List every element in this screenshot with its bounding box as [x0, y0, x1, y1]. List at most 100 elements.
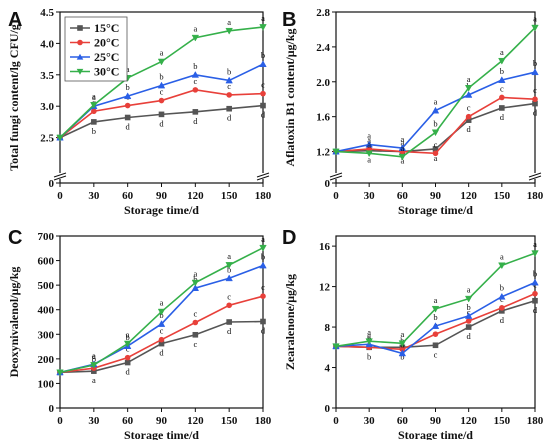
significance-label: c [434, 139, 438, 149]
data-point [465, 113, 472, 120]
significance-label: b [400, 335, 404, 345]
data-point [431, 129, 440, 137]
significance-label: a [367, 135, 371, 145]
axis-break-mark [329, 172, 343, 178]
x-tick-label: 30 [88, 190, 100, 202]
data-point [124, 102, 131, 109]
legend-label: 25°C [94, 50, 119, 64]
significance-label: b [126, 82, 130, 92]
significance-label: a [92, 351, 96, 361]
x-tick-label: 120 [187, 415, 204, 427]
axis-break-mark [53, 175, 67, 181]
data-point [192, 331, 199, 338]
significance-label: c [434, 349, 438, 359]
y-tick-label: 200 [38, 354, 55, 366]
significance-label: b [193, 274, 197, 284]
data-point [532, 297, 538, 304]
significance-label: d [533, 305, 538, 315]
data-point [90, 102, 98, 109]
axis-break-mark [528, 172, 542, 178]
significance-label: a [400, 156, 404, 166]
data-point [226, 105, 232, 112]
significance-label: c [193, 76, 197, 86]
data-point [260, 318, 266, 325]
data-point [260, 102, 266, 109]
data-point [464, 91, 473, 98]
y-axis-title: Deoxynivalenol/μg/kg [7, 267, 21, 378]
significance-label: d [467, 124, 472, 134]
x-axis-title: Storage time/d [124, 428, 199, 440]
data-point [399, 346, 406, 353]
axis-break-gap [257, 173, 269, 179]
chart-panel-a: A 0 2.5 3.0 3.5 4.0 4.5 0 30 60 90 120 150 180 Storage… [7, 7, 272, 217]
panel-letter: C [8, 227, 22, 249]
x-tick-label: 60 [397, 190, 409, 202]
axis-break-mark [53, 172, 67, 178]
data-point [499, 94, 505, 101]
series-30C-c: a a a a a a [56, 234, 267, 377]
data-point [464, 312, 473, 319]
data-point [191, 279, 200, 287]
x-tick-label: 0 [333, 415, 339, 427]
x-tick-label: 30 [364, 415, 376, 427]
significance-label: a [500, 251, 504, 261]
y-tick-label: 4.5 [40, 7, 54, 19]
legend-marker [76, 53, 84, 60]
significance-label: a [92, 92, 96, 102]
data-point [157, 308, 166, 316]
legend-marker [77, 39, 83, 46]
axis-break-gap [54, 173, 66, 179]
significance-label: c [193, 308, 197, 318]
significance-label: c [160, 326, 164, 336]
x-tick-label: 150 [494, 415, 511, 427]
data-point [398, 144, 407, 151]
data-point [432, 342, 439, 349]
significance-label: d [500, 112, 505, 122]
y-tick-label: 2.4 [316, 42, 330, 54]
legend-label: 15°C [94, 21, 119, 35]
data-point [531, 250, 539, 258]
significance-label: b [227, 264, 231, 274]
significance-label: b [126, 332, 130, 342]
data-point [191, 70, 200, 78]
panel-letter: D [282, 227, 296, 249]
significance-label: a [261, 13, 265, 23]
y-tick-label: 2.0 [316, 77, 330, 89]
x-tick-label: 150 [221, 190, 238, 202]
data-point [91, 108, 97, 115]
significance-label: c [261, 80, 265, 90]
data-point [91, 119, 97, 125]
axis-break-mark [329, 175, 343, 181]
significance-label: c [193, 339, 197, 349]
y-tick-label: 8 [325, 322, 331, 334]
significance-label: d [467, 331, 472, 341]
significance-label: d [500, 315, 505, 325]
data-point [499, 305, 505, 311]
data-point [259, 24, 267, 31]
significance-label: a [92, 350, 96, 360]
axis-break-mark [256, 175, 270, 181]
series-15C-c: b d d d d d [57, 102, 266, 141]
y-tick-label: 0 [325, 403, 331, 415]
y-tick-label: 1.6 [316, 112, 330, 124]
significance-label: a [400, 329, 404, 339]
significance-label: a [533, 239, 537, 249]
significance-label: a [467, 74, 471, 84]
series-30C-c: a a a a a a [332, 239, 539, 351]
x-tick-label: 180 [527, 415, 544, 427]
data-point [532, 96, 538, 103]
x-tick-label: 120 [187, 190, 204, 202]
data-point [498, 292, 506, 300]
data-point [465, 318, 472, 324]
significance-label: d [261, 326, 266, 336]
y-tick-label: 100 [38, 378, 55, 390]
data-point [532, 100, 538, 107]
y-tick-label: 4.0 [40, 38, 54, 50]
y-tick-label: 0 [49, 403, 55, 415]
y-tick-label: 700 [38, 231, 55, 243]
x-tick-label: 180 [255, 190, 272, 202]
significance-label: b [261, 50, 265, 60]
significance-label: a [367, 330, 371, 340]
data-point [157, 81, 166, 89]
